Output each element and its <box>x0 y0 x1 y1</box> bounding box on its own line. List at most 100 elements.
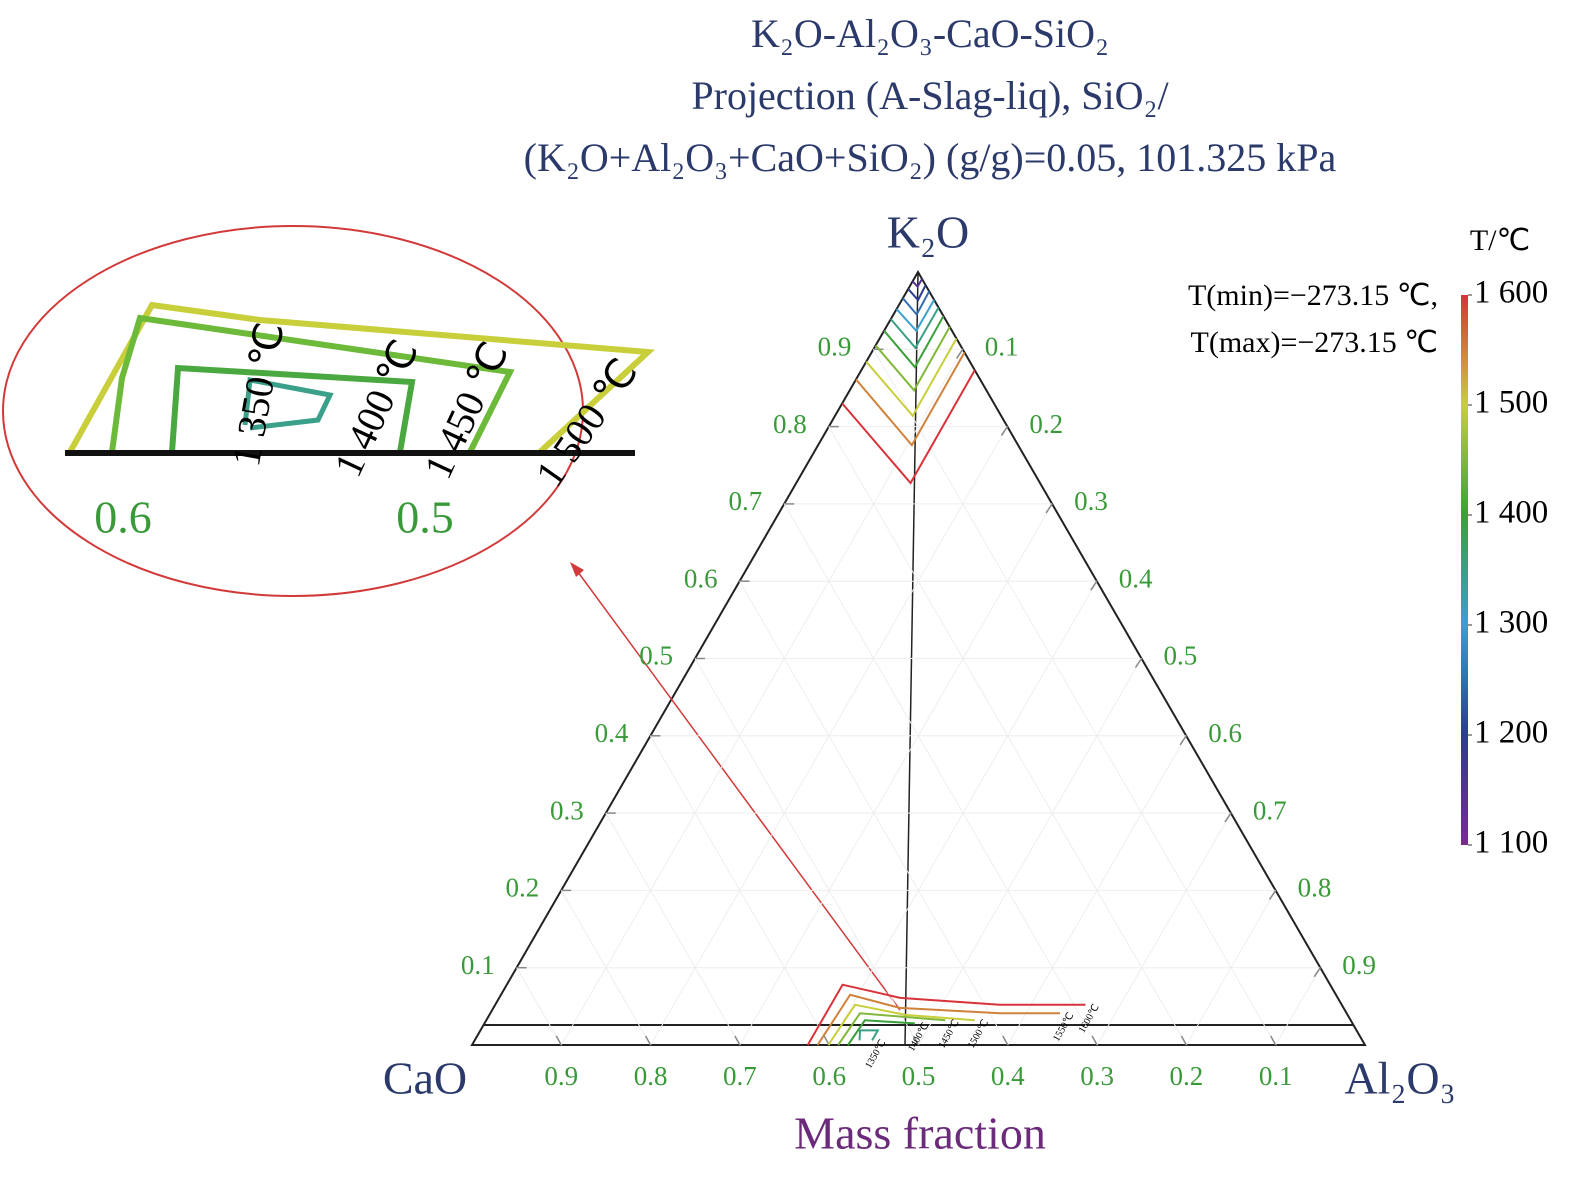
left-tick-label: 0.7 <box>728 486 762 516</box>
left-tick-label: 0.8 <box>773 409 807 439</box>
grid-line <box>918 658 1142 1046</box>
inset: 1 350 ℃ 1 400 ℃ 1 450 ℃ 1 500 ℃ 0.6 0.5 <box>2 225 656 597</box>
tick-mark <box>956 348 964 359</box>
bottom-tick-label: 0.1 <box>1259 1061 1293 1091</box>
grid-line <box>605 812 741 1046</box>
bottom-tick-label: 0.8 <box>634 1061 668 1091</box>
inset-isotherm <box>67 301 656 455</box>
tick-mark <box>1268 889 1277 900</box>
grid-line <box>560 890 652 1046</box>
bottom-tick-label: 0.5 <box>902 1061 936 1091</box>
left-tick-label: 0.9 <box>818 332 852 362</box>
right-tick-label: 0.8 <box>1298 873 1332 903</box>
isotherm <box>841 369 976 485</box>
isotherm-label: 1550℃ <box>1051 1011 1076 1044</box>
isotherm <box>895 299 935 333</box>
left-tick-label: 0.5 <box>639 641 673 671</box>
isotherm-label: 1600℃ <box>1077 1002 1102 1035</box>
colorbar-tick-label: 1 100 <box>1474 825 1548 861</box>
colorbar-tick-label: 1 300 <box>1474 605 1548 641</box>
grid-line <box>1275 967 1321 1046</box>
grid-line <box>649 735 830 1046</box>
isotherm <box>858 1029 880 1041</box>
bottom-tick-label: 0.2 <box>1170 1061 1204 1091</box>
tick-mark <box>644 1035 652 1046</box>
left-tick-label: 0.3 <box>550 795 584 825</box>
tick-mark <box>1180 1035 1188 1046</box>
bottom-tick-label: 0.7 <box>723 1061 757 1091</box>
isotherm <box>883 315 945 369</box>
axis-label: Mass fraction <box>794 1108 1046 1159</box>
grid-line <box>872 349 1277 1046</box>
colorbar-title: T/℃ <box>1470 224 1530 257</box>
note: T(max)=−273.15 ℃ <box>1191 326 1439 359</box>
bottom-tick-label: 0.6 <box>812 1061 846 1091</box>
left-tick-label: 0.6 <box>684 563 718 593</box>
arrow-line <box>574 567 901 1011</box>
inset-isotherm <box>169 364 416 453</box>
inset-isotherm <box>242 377 334 431</box>
tick-mark <box>912 1035 920 1046</box>
bottom-tick-label: 0.9 <box>544 1061 578 1091</box>
title-line: K₂O-Al₂O₃-CaO-SiO₂ <box>751 11 1109 56</box>
isotherm <box>890 307 940 350</box>
grid-line <box>739 580 1009 1046</box>
grid-line <box>828 426 1187 1046</box>
isotherm <box>827 1003 975 1046</box>
tick-mark <box>1224 812 1232 823</box>
tick-mark <box>1270 1035 1277 1046</box>
tick-mark <box>1045 503 1053 514</box>
isotherm <box>806 983 1086 1046</box>
tick-mark <box>1134 658 1143 668</box>
arrow-head <box>570 562 584 577</box>
isotherm <box>874 326 951 393</box>
bottom-tick-label: 0.4 <box>991 1061 1025 1091</box>
right-tick-label: 0.3 <box>1074 486 1108 516</box>
isotherm-label: 1350℃ <box>863 1038 888 1071</box>
isotherm <box>837 1012 946 1046</box>
corner-label: CaO <box>383 1053 467 1104</box>
right-tick-label: 0.6 <box>1208 718 1242 748</box>
colorbar-tick-label: 1 600 <box>1474 275 1548 311</box>
right-tick-label: 0.7 <box>1253 795 1287 825</box>
title-line: Projection (A-Slag-liq), SiO₂/ <box>691 73 1169 118</box>
colorbar-tick-label: 1 500 <box>1474 385 1548 421</box>
left-tick-label: 0.1 <box>461 950 495 980</box>
right-tick-label: 0.5 <box>1164 641 1198 671</box>
isotherm <box>907 284 927 302</box>
grid-line <box>694 658 919 1046</box>
grid-line <box>739 503 1053 1046</box>
tick-mark <box>1000 426 1009 437</box>
colorbar-tick-label: 1 200 <box>1474 715 1548 751</box>
isotherm <box>816 993 1061 1046</box>
tick-mark <box>734 1035 741 1046</box>
tick-mark <box>1090 580 1098 591</box>
note: T(min)=−273.15 ℃, <box>1188 279 1438 312</box>
isotherm <box>911 278 923 289</box>
isotherm <box>865 337 958 418</box>
tick-mark <box>1179 735 1187 746</box>
grid-line <box>516 967 562 1046</box>
corner-label: K₂O <box>887 207 969 258</box>
tick-mark <box>555 1035 562 1046</box>
left-tick-label: 0.4 <box>595 718 629 748</box>
right-tick-label: 0.4 <box>1119 563 1153 593</box>
isotherm <box>855 351 966 447</box>
inset-tick: 0.5 <box>396 492 454 543</box>
colorbar <box>1461 295 1468 845</box>
left-tick-label: 0.2 <box>505 873 539 903</box>
grid-line <box>783 503 1098 1046</box>
bottom-tick-label: 0.3 <box>1080 1061 1114 1091</box>
right-tick-label: 0.2 <box>1029 409 1063 439</box>
title-line: (K₂O+Al₂O₃+CaO+SiO₂) (g/g)=0.05, 101.325… <box>524 135 1337 180</box>
grid-line <box>1096 812 1232 1046</box>
tick-mark <box>1313 967 1321 978</box>
isotherm <box>847 1019 915 1046</box>
right-tick-label: 0.9 <box>1342 950 1376 980</box>
corner-label: Al₂O₃ <box>1344 1053 1455 1104</box>
colorbar-tick-label: 1 400 <box>1474 495 1548 531</box>
right-tick-label: 0.1 <box>985 332 1019 362</box>
isotherm <box>902 290 931 317</box>
tick-mark <box>1091 1035 1098 1046</box>
